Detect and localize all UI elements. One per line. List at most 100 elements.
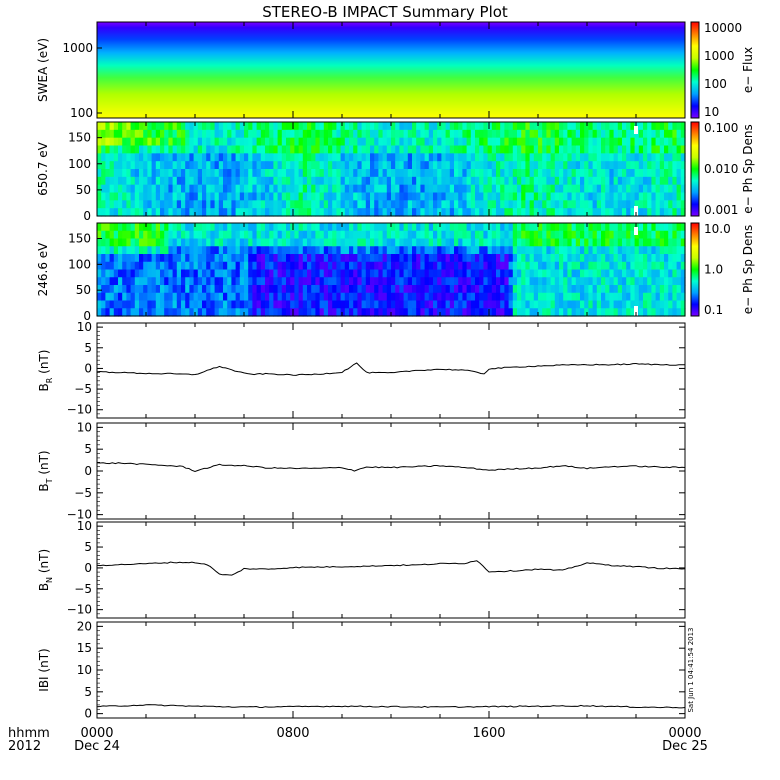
spectrogram-cell <box>428 129 434 139</box>
spectrogram-cell <box>655 246 661 255</box>
spectrogram-cell <box>630 308 636 317</box>
spectrogram-cell <box>504 129 510 139</box>
spectrogram-cell <box>252 285 258 294</box>
spectrogram-cell <box>151 176 157 186</box>
spectrogram-cell <box>244 184 249 194</box>
spectrogram-cell <box>97 208 102 217</box>
spectrogram-cell <box>101 254 106 263</box>
spectrogram-cell <box>420 223 426 232</box>
spectrogram-cell <box>143 292 148 302</box>
spectrogram-cell <box>328 223 333 232</box>
spectrogram-cell <box>626 200 631 209</box>
spectrogram-cell <box>496 292 501 302</box>
spectrogram-cell <box>491 161 497 170</box>
spectrogram-cell <box>181 269 186 278</box>
spectrogram-cell <box>155 230 161 240</box>
spectrogram-cell <box>647 161 652 170</box>
spectrogram-cell <box>256 238 262 247</box>
spectrogram-cell <box>462 129 468 139</box>
spectrogram-cell <box>118 230 123 240</box>
spectrogram-cell <box>323 308 329 317</box>
spectrogram-cell <box>647 176 652 186</box>
spectrogram-cell <box>307 230 312 240</box>
spectrogram-cell <box>424 192 430 201</box>
spectrogram-cell <box>109 169 115 178</box>
spectrogram-cell <box>538 208 543 217</box>
spectrogram-cell <box>672 285 678 294</box>
spectrogram-cell <box>206 129 211 139</box>
spectrogram-cell <box>365 208 371 217</box>
spectrogram-cell <box>193 192 199 201</box>
spectrogram-cell <box>424 176 430 186</box>
spectrogram-cell <box>626 176 631 186</box>
label-subscript: T <box>45 478 54 484</box>
spectrogram-cell <box>340 300 346 309</box>
spectrogram-cell <box>517 292 522 302</box>
spectrogram-cell <box>302 254 308 263</box>
spectrogram-cell <box>227 161 232 170</box>
spectrogram-cell <box>286 269 291 278</box>
spectrogram-cell <box>395 292 400 302</box>
spectrogram-cell <box>479 246 484 255</box>
spectrogram-cell <box>554 285 560 294</box>
spectrogram-cell <box>647 153 652 162</box>
spectrogram-cell <box>155 137 161 147</box>
spectrogram-cell <box>454 145 459 154</box>
spectrogram-cell <box>412 261 417 271</box>
spectrogram-cell <box>202 223 207 232</box>
spectrogram-cell <box>504 153 510 162</box>
spectrogram-cell <box>470 200 476 209</box>
spectrogram-cell <box>433 169 438 178</box>
spectrogram-cell <box>500 161 505 170</box>
spectrogram-cell <box>256 292 262 302</box>
spectrogram-cell <box>256 137 262 147</box>
spectrogram-cell <box>286 261 291 271</box>
spectrogram-cell <box>601 208 606 217</box>
spectrogram-cell <box>168 192 174 201</box>
spectrogram-cell <box>462 285 468 294</box>
spectrogram-cell <box>181 300 186 309</box>
spectrogram-cell <box>214 153 220 162</box>
spectrogram-cell <box>122 285 127 294</box>
spectrogram-cell <box>97 308 102 317</box>
spectrogram-cell <box>151 238 157 247</box>
spectrogram-cell <box>197 238 203 247</box>
spectrogram-cell <box>134 300 140 309</box>
spectrogram-cell <box>181 246 186 255</box>
spectrogram-cell <box>365 153 371 162</box>
spectrogram-cell <box>344 137 350 147</box>
spectrogram-cell <box>680 153 686 162</box>
spectrogram-cell <box>596 161 602 170</box>
spectrogram-cell <box>391 300 396 309</box>
spectrogram-cell <box>340 308 346 317</box>
spectrogram-cell <box>512 269 518 278</box>
spectrogram-cell <box>164 238 169 247</box>
spectrogram-cell <box>638 300 644 309</box>
spectrogram-cell <box>294 269 300 278</box>
spectrogram-cell <box>349 122 354 131</box>
spectrogram-cell <box>214 200 220 209</box>
spectrogram-cell <box>126 246 132 255</box>
spectrogram-cell <box>496 161 501 170</box>
spectrogram-cell <box>307 184 312 194</box>
spectrogram-cell <box>130 145 136 154</box>
spectrogram-cell <box>416 300 421 309</box>
spectrogram-cell <box>508 184 514 194</box>
y-axis-label: 246.6 eV <box>36 242 50 297</box>
spectrogram-cell <box>449 277 455 286</box>
spectrogram-cell <box>504 285 510 294</box>
spectrogram-cell <box>202 277 207 286</box>
spectrogram-cell <box>206 200 211 209</box>
spectrogram-cell <box>584 246 589 255</box>
spectrogram-cell <box>134 230 140 240</box>
spectrogram-cell <box>206 137 211 147</box>
spectrogram-cell <box>214 261 220 271</box>
spectrogram-cell <box>462 292 468 302</box>
spectrogram-cell <box>223 145 228 154</box>
spectrogram-cell <box>609 261 615 271</box>
spectrogram-cell <box>676 208 682 217</box>
spectrogram-cell <box>424 254 430 263</box>
spectrogram-cell <box>206 153 211 162</box>
spectrogram-cell <box>605 169 610 178</box>
spectrogram-cell <box>664 161 669 170</box>
